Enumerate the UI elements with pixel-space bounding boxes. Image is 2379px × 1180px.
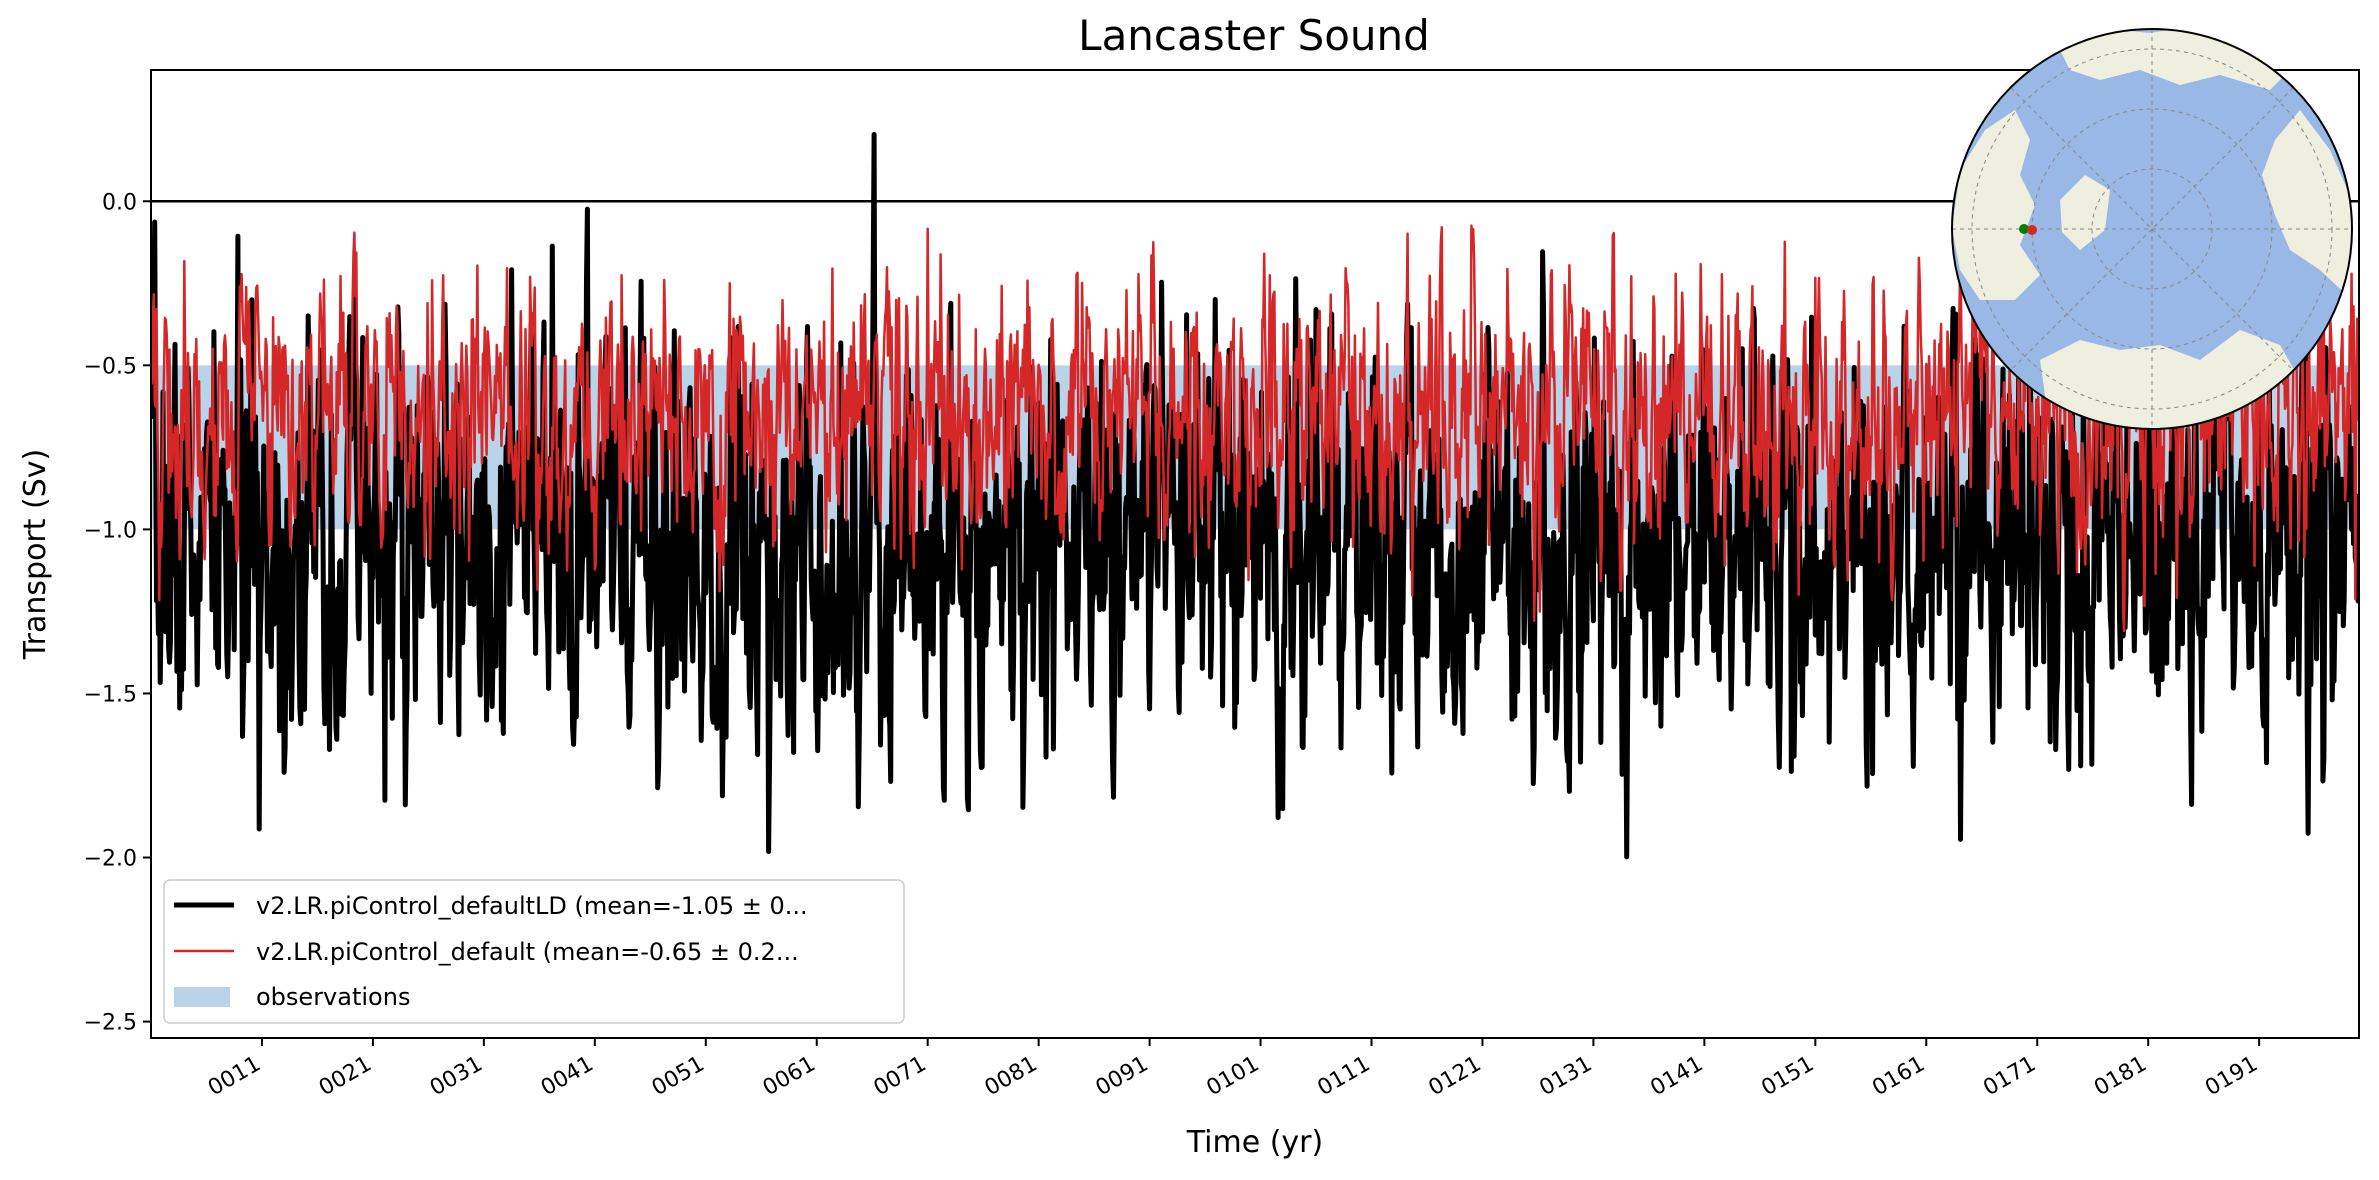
map-land-north-europe — [2040, 330, 2300, 429]
chart-title: Lancaster Sound — [1078, 11, 1430, 60]
map-boundary — [1951, 28, 2353, 430]
map-land-greenland — [2060, 175, 2110, 250]
y-axis: 0.0 −0.5 −1.0 −1.5 −2.0 −2.5 — [84, 190, 151, 1036]
map-transect-start-marker — [2019, 224, 2029, 234]
y-tick-label: −2.5 — [84, 1011, 137, 1036]
map-transect-end-marker — [2027, 225, 2037, 235]
y-tick-label: −2.0 — [84, 847, 137, 872]
plot-area — [150, 69, 2360, 1039]
legend-box — [163, 879, 905, 1024]
y-tick-label: −1.5 — [84, 682, 137, 707]
y-tick-label: 0.0 — [102, 190, 137, 215]
legend: v2.LR.piControl_defaultLD (mean=-1.05 ± … — [163, 879, 905, 1024]
x-axis-label: Time (yr) — [1186, 1125, 1323, 1160]
y-axis-label: Transport (Sv) — [18, 449, 53, 661]
map-land-north-america — [1952, 110, 2040, 300]
plot-frame — [150, 69, 2360, 1039]
legend-label-observations: observations — [256, 983, 410, 1011]
y-tick-label: −0.5 — [84, 354, 137, 379]
series-line-default — [151, 224, 2359, 633]
map-land-eurasia — [2262, 110, 2352, 300]
legend-swatch-observations — [174, 987, 230, 1007]
legend-label-default: v2.LR.piControl_default (mean=-0.65 ± 0.… — [256, 938, 799, 966]
y-tick-label: −1.0 — [84, 518, 137, 543]
legend-label-defaultLD: v2.LR.piControl_defaultLD (mean=-1.05 ± … — [256, 892, 808, 920]
inset-polar-map — [1951, 28, 2353, 430]
